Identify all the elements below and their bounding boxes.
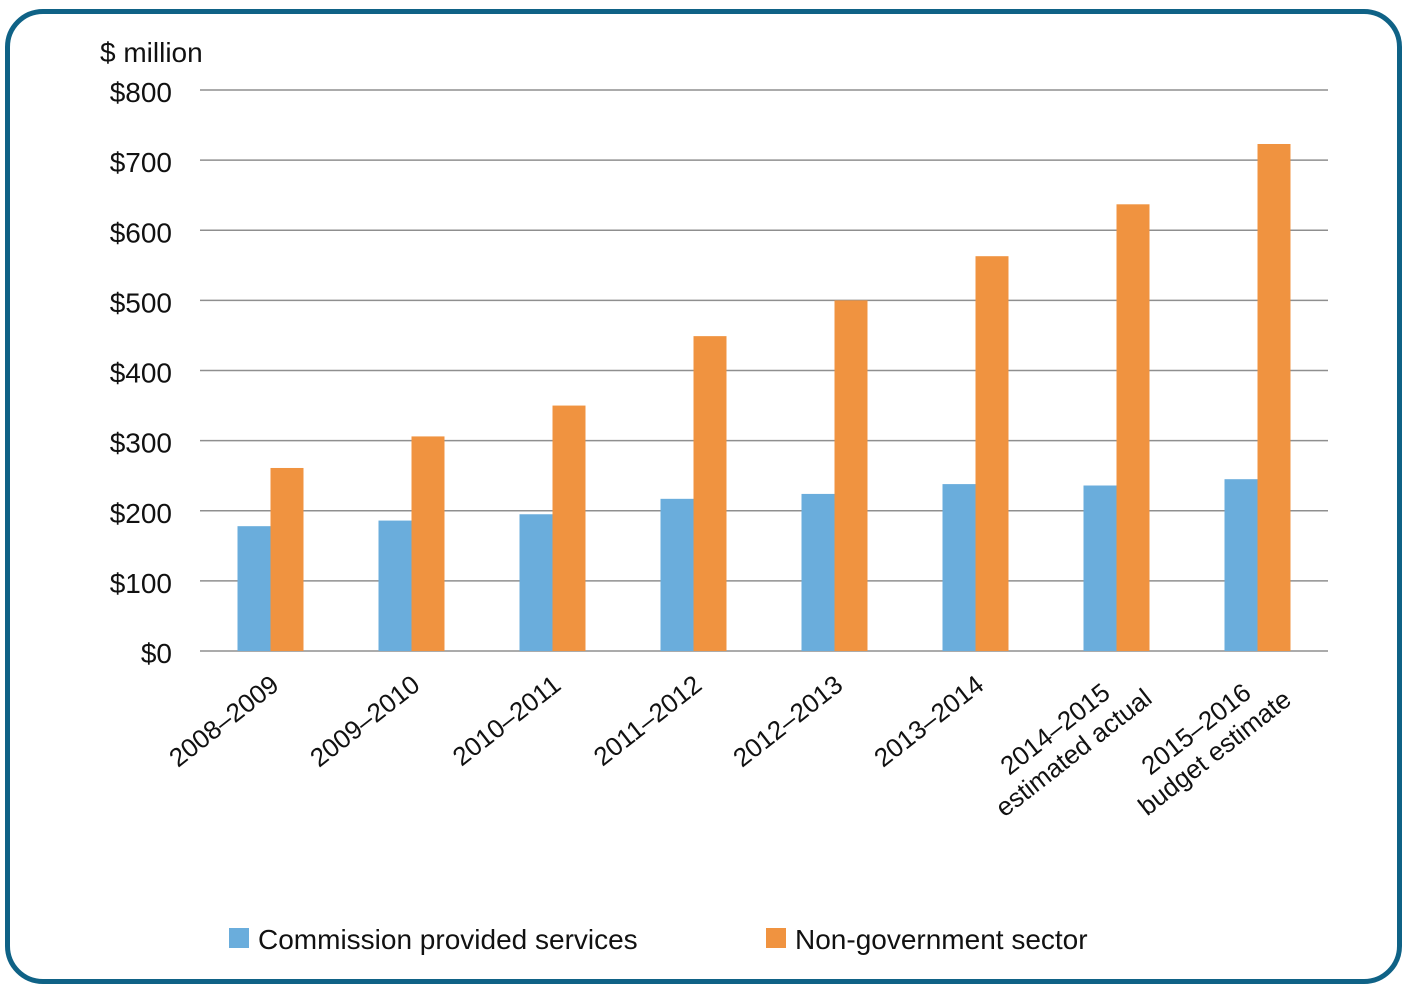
legend-label: Non-government sector [795, 924, 1088, 955]
bar-commission [1224, 479, 1258, 651]
legend-label: Commission provided services [258, 924, 638, 955]
y-tick-label: $200 [110, 498, 172, 529]
y-tick-label: $0 [141, 638, 172, 669]
x-category-label: 2010–2011 [447, 669, 567, 772]
y-tick-label: $300 [110, 428, 172, 459]
y-tick-label: $700 [110, 147, 172, 178]
y-tick-label: $800 [110, 77, 172, 108]
bar-commission [378, 520, 412, 651]
x-category-label: 2015–2016budget estimate [1114, 660, 1297, 821]
bar-non-government [1116, 204, 1150, 651]
bar-commission [660, 498, 694, 651]
bar-commission [942, 484, 976, 651]
x-category-label: 2009–2010 [304, 669, 425, 773]
bar-non-government [834, 300, 868, 651]
bar-commission [519, 514, 553, 651]
bar-non-government [693, 336, 727, 651]
bar-commission [1083, 485, 1117, 651]
x-category-label: 2012–2013 [727, 669, 848, 773]
bar-non-government [1257, 143, 1291, 651]
bars [237, 143, 1291, 651]
legend: Commission provided services Non-governme… [229, 924, 1088, 955]
x-category-label: 2008–2009 [163, 669, 284, 773]
bar-commission [237, 526, 271, 651]
legend-swatch [229, 928, 249, 948]
x-category-label: 2013–2014 [868, 669, 989, 773]
legend-swatch [766, 928, 786, 948]
y-tick-label: $100 [110, 568, 172, 599]
y-axis-unit-label: $ million [100, 37, 203, 68]
y-axis-ticks: $0 $100 $200 $300 $400 $500 $600 $700 $800 [110, 77, 172, 669]
bar-non-government [411, 436, 445, 651]
bar-commission [801, 493, 835, 651]
gridlines [200, 89, 1328, 652]
y-tick-label: $400 [110, 358, 172, 389]
bar-non-government [552, 405, 586, 651]
bar-non-government [270, 467, 304, 651]
bar-non-government [975, 256, 1009, 651]
y-tick-label: $600 [110, 217, 172, 248]
x-category-label: 2011–2012 [588, 669, 708, 772]
x-category-label: 2014–2015estimated actual [971, 659, 1157, 823]
x-axis-categories: 2008–2009 2009–2010 2010–2011 2011–2012 2012… [163, 659, 1297, 823]
y-tick-label: $500 [110, 287, 172, 318]
